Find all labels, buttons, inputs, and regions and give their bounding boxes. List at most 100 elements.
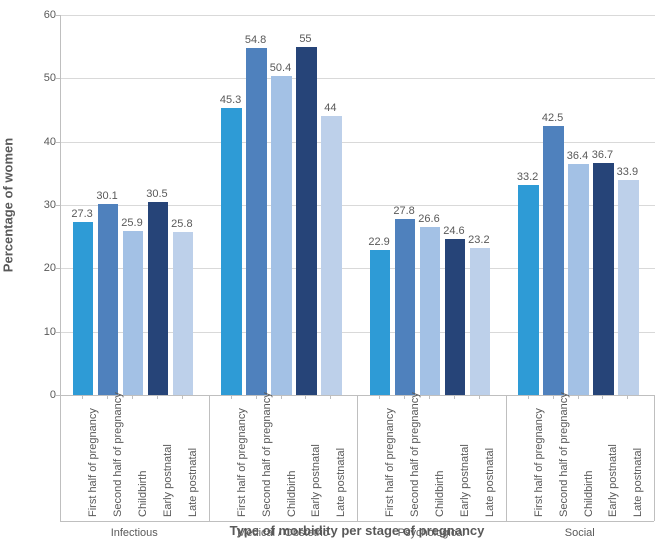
stage-label: Childbirth [583, 399, 595, 517]
y-tick-label: 10 [38, 326, 56, 338]
stage-label: Late postnatal [632, 399, 644, 517]
y-axis-label: Percentage of women [1, 138, 16, 272]
y-tick-mark [56, 15, 60, 16]
x-tick-mark [305, 395, 306, 399]
y-tick-label: 0 [38, 389, 56, 401]
plot-area [60, 15, 655, 396]
stage-label: First half of pregnancy [87, 399, 99, 517]
group-tick [209, 395, 210, 521]
y-tick-label: 30 [38, 199, 56, 211]
value-label: 36.7 [592, 149, 613, 161]
bar [148, 202, 168, 395]
value-label: 24.6 [443, 225, 464, 237]
stage-label: First half of pregnancy [384, 399, 396, 517]
stage-label: Childbirth [137, 399, 149, 517]
y-tick-mark [56, 332, 60, 333]
bar [395, 219, 415, 395]
bar [518, 185, 538, 395]
bar [221, 108, 241, 395]
bar [123, 231, 143, 395]
value-label: 22.9 [368, 236, 389, 248]
bar [618, 180, 638, 395]
value-label: 25.9 [121, 217, 142, 229]
x-tick-mark [379, 395, 380, 399]
bar [593, 163, 613, 395]
bar [98, 204, 118, 395]
value-label: 23.2 [468, 234, 489, 246]
bar [370, 250, 390, 395]
x-tick-mark [82, 395, 83, 399]
stage-label: Second half of pregnancy [112, 399, 124, 517]
x-tick-mark [132, 395, 133, 399]
bar [470, 248, 490, 395]
value-label: 45.3 [220, 94, 241, 106]
y-tick-mark [56, 268, 60, 269]
grid-line [61, 78, 655, 79]
x-tick-mark [330, 395, 331, 399]
bar [296, 47, 316, 395]
value-label: 44 [324, 102, 336, 114]
group-tick [506, 395, 507, 521]
bar [246, 48, 266, 395]
value-label: 36.4 [567, 150, 588, 162]
group-tick [357, 395, 358, 521]
group-tick [60, 395, 61, 521]
x-tick-mark [578, 395, 579, 399]
value-label: 54.8 [245, 34, 266, 46]
value-label: 25.8 [171, 218, 192, 230]
value-label: 30.1 [96, 190, 117, 202]
stage-label: Second half of pregnancy [261, 399, 273, 517]
bar-chart: Percentage of women Type of morbidity pe… [0, 0, 669, 544]
bar [445, 239, 465, 395]
y-tick-mark [56, 78, 60, 79]
grid-line [61, 15, 655, 16]
group-label: Psychological [398, 527, 465, 539]
value-label: 27.8 [393, 205, 414, 217]
value-label: 33.2 [517, 171, 538, 183]
stage-label: Late postnatal [187, 399, 199, 517]
x-tick-mark [429, 395, 430, 399]
stage-label: Second half of pregnancy [558, 399, 570, 517]
value-label: 33.9 [617, 166, 638, 178]
stage-label: Late postnatal [335, 399, 347, 517]
group-axis-line [506, 521, 655, 522]
x-tick-mark [404, 395, 405, 399]
value-label: 27.3 [71, 208, 92, 220]
group-label: Medical / Obstetric [237, 527, 328, 539]
x-tick-mark [454, 395, 455, 399]
x-tick-mark [107, 395, 108, 399]
value-label: 26.6 [418, 213, 439, 225]
group-axis-line [60, 521, 209, 522]
bar [73, 222, 93, 395]
value-label: 42.5 [542, 112, 563, 124]
y-tick-label: 60 [38, 9, 56, 21]
x-tick-mark [256, 395, 257, 399]
stage-label: Early postnatal [607, 399, 619, 517]
y-tick-label: 50 [38, 72, 56, 84]
x-tick-mark [231, 395, 232, 399]
stage-label: Second half of pregnancy [409, 399, 421, 517]
value-label: 55 [299, 33, 311, 45]
y-tick-mark [56, 205, 60, 206]
x-tick-mark [528, 395, 529, 399]
value-label: 50.4 [270, 62, 291, 74]
group-label: Infectious [111, 527, 158, 539]
x-tick-mark [553, 395, 554, 399]
group-tick [654, 395, 655, 521]
x-tick-mark [157, 395, 158, 399]
bar [271, 76, 291, 395]
stage-label: First half of pregnancy [236, 399, 248, 517]
stage-label: Early postnatal [162, 399, 174, 517]
stage-label: Early postnatal [310, 399, 322, 517]
x-tick-mark [602, 395, 603, 399]
bar [543, 126, 563, 395]
stage-label: Early postnatal [459, 399, 471, 517]
bar [173, 232, 193, 395]
bar [321, 116, 341, 395]
group-label: Social [565, 527, 595, 539]
stage-label: Childbirth [286, 399, 298, 517]
y-tick-mark [56, 142, 60, 143]
stage-label: Late postnatal [484, 399, 496, 517]
bar [420, 227, 440, 395]
stage-label: Childbirth [434, 399, 446, 517]
